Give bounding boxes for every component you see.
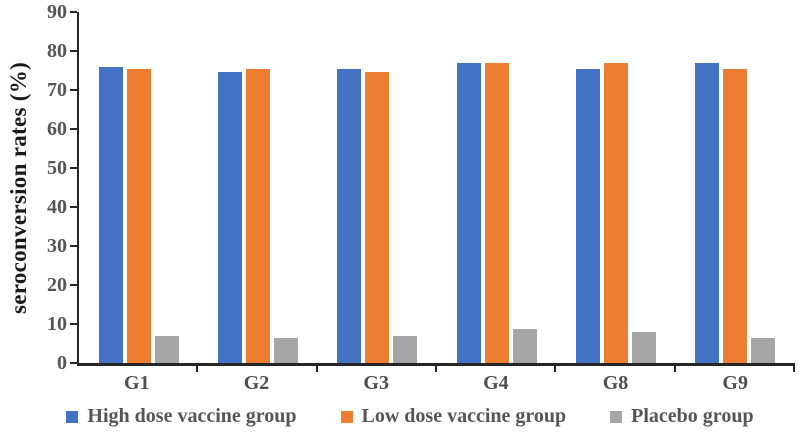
y-tick-mark bbox=[70, 89, 77, 91]
bar bbox=[126, 69, 151, 363]
x-tick-mark bbox=[435, 366, 437, 372]
x-tick-mark bbox=[196, 366, 199, 372]
bar bbox=[723, 69, 748, 363]
legend-label: Low dose vaccine group bbox=[361, 405, 567, 427]
legend-item: Placebo group bbox=[610, 405, 754, 428]
bar bbox=[337, 69, 362, 363]
bar bbox=[273, 338, 298, 363]
y-tick-label: 70 bbox=[47, 79, 67, 101]
legend-swatch-icon bbox=[340, 410, 353, 423]
y-tick-label: 10 bbox=[47, 313, 67, 335]
legend-swatch-icon bbox=[610, 410, 623, 423]
x-tick-mark bbox=[315, 366, 318, 372]
y-tick-mark bbox=[70, 206, 77, 208]
y-tick-label: 50 bbox=[47, 157, 67, 179]
bar-group-G9 bbox=[676, 12, 795, 363]
y-tick-label: 60 bbox=[47, 118, 67, 140]
y-tick-mark bbox=[70, 11, 77, 13]
bar bbox=[245, 69, 270, 363]
x-axis-label: G3 bbox=[363, 372, 389, 394]
x-axis-labels: G1 G2 G3 G4 G8 G9 bbox=[77, 372, 795, 395]
bar bbox=[217, 71, 242, 363]
y-tick-mark bbox=[70, 128, 77, 130]
y-tick-mark bbox=[70, 284, 77, 286]
legend-item: Low dose vaccine group bbox=[340, 405, 567, 428]
y-tick-label: 40 bbox=[47, 196, 67, 218]
bar bbox=[575, 69, 600, 363]
bar bbox=[695, 63, 720, 363]
x-axis-label: G1 bbox=[124, 372, 150, 394]
bar bbox=[512, 329, 537, 363]
plot-area: 0 10 20 30 40 50 60 70 80 90 bbox=[47, 1, 795, 374]
bar bbox=[751, 338, 776, 363]
x-axis-label: G8 bbox=[602, 372, 629, 394]
bar-group-G3 bbox=[318, 12, 437, 363]
bar bbox=[98, 66, 123, 363]
bar-group-G4 bbox=[437, 12, 556, 363]
y-tick-label: 20 bbox=[47, 274, 67, 296]
legend-label: High dose vaccine group bbox=[87, 405, 297, 427]
bar bbox=[603, 63, 628, 363]
x-axis-label: G9 bbox=[722, 372, 748, 394]
x-axis-label: G4 bbox=[483, 372, 509, 394]
bar bbox=[154, 335, 179, 363]
legend-item: High dose vaccine group bbox=[66, 405, 297, 428]
y-tick-mark bbox=[70, 50, 77, 52]
x-tick-mark bbox=[554, 366, 557, 372]
bar-group-G1 bbox=[79, 12, 198, 363]
bars-container bbox=[79, 12, 795, 363]
y-tick-mark bbox=[70, 323, 77, 325]
y-tick-mark bbox=[70, 245, 77, 247]
bar-group-G2 bbox=[198, 12, 317, 363]
legend-label: Placebo group bbox=[631, 405, 754, 427]
x-tick-mark bbox=[673, 366, 676, 372]
y-tick-label: 30 bbox=[47, 235, 67, 257]
bar bbox=[365, 71, 390, 363]
y-tick-label: 0 bbox=[57, 352, 67, 374]
x-axis-label: G2 bbox=[243, 372, 270, 394]
legend: High dose vaccine group Low dose vaccine … bbox=[40, 405, 780, 428]
bar-group-G8 bbox=[556, 12, 675, 363]
y-tick-mark bbox=[70, 167, 77, 169]
bar bbox=[393, 335, 418, 363]
bar bbox=[456, 63, 481, 363]
bar bbox=[631, 331, 656, 363]
y-tick-label: 90 bbox=[47, 1, 67, 23]
bar bbox=[484, 62, 509, 363]
y-tick-mark bbox=[70, 362, 77, 364]
legend-swatch-icon bbox=[66, 410, 79, 423]
y-tick-label: 80 bbox=[47, 40, 67, 62]
x-tick-mark bbox=[793, 366, 795, 372]
